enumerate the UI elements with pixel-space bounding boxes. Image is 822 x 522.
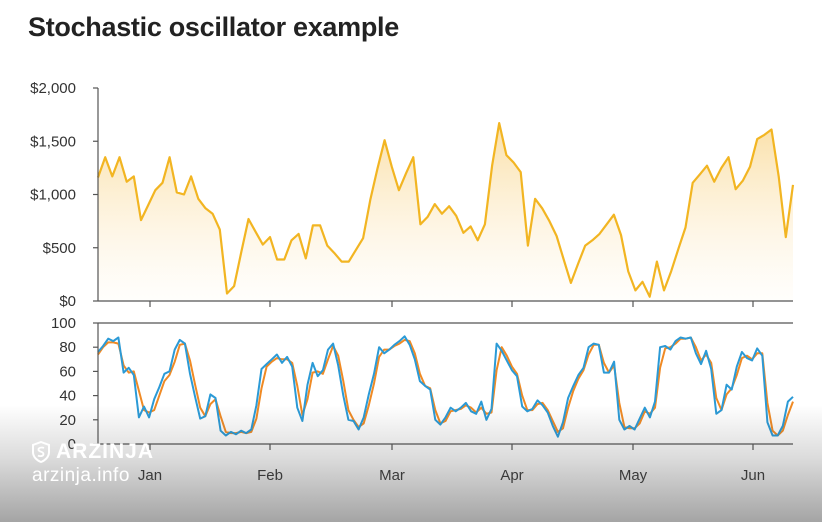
price-y-tick-label: $500 bbox=[43, 240, 76, 257]
oscillator-y-tick-label: 100 bbox=[51, 315, 76, 332]
x-tick-label: Feb bbox=[257, 467, 283, 484]
x-tick-label: Jun bbox=[741, 467, 765, 484]
price-y-tick-label: $0 bbox=[59, 293, 76, 310]
oscillator-d-line bbox=[97, 336, 794, 437]
oscillator-y-tick-label: 20 bbox=[59, 412, 76, 429]
price-y-tick-label: $1,500 bbox=[30, 133, 76, 150]
watermark-brand-text: ARZINJA bbox=[56, 440, 155, 463]
price-y-tick-label: $1,000 bbox=[30, 187, 76, 204]
x-tick-label: May bbox=[619, 467, 648, 484]
price-y-tick-label: $2,000 bbox=[30, 80, 76, 97]
oscillator-panel bbox=[97, 335, 794, 438]
watermark-brand: ARZINJA bbox=[32, 440, 154, 464]
oscillator-y-tick-label: 80 bbox=[59, 339, 76, 356]
x-tick-label: Mar bbox=[379, 467, 405, 484]
oscillator-y-tick-label: 40 bbox=[59, 388, 76, 405]
price-series-line bbox=[96, 122, 795, 298]
price-panel bbox=[96, 122, 795, 301]
price-area-fill bbox=[98, 123, 793, 301]
watermark-site-text: arzinja.info bbox=[32, 465, 130, 486]
watermark: ARZINJA arzinja.info bbox=[32, 440, 154, 487]
x-tick-label: Apr bbox=[500, 467, 523, 484]
brand-shield-icon bbox=[32, 441, 50, 463]
chart-title: Stochastic oscillator example bbox=[28, 12, 399, 42]
oscillator-y-tick-label: 60 bbox=[59, 363, 76, 380]
